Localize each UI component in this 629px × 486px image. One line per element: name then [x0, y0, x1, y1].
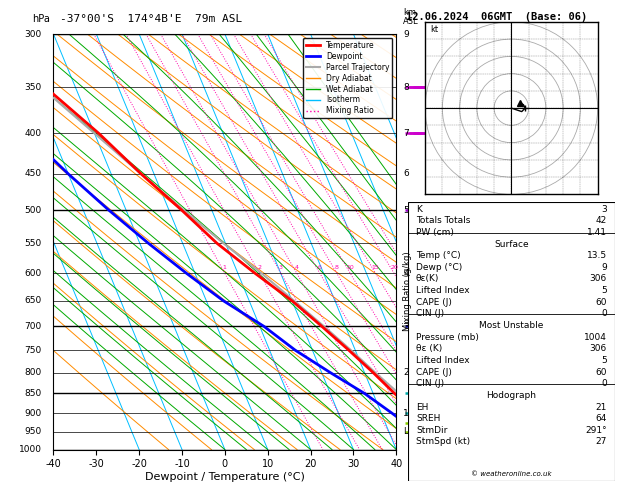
- Text: 450: 450: [25, 170, 42, 178]
- Text: CIN (J): CIN (J): [416, 379, 444, 388]
- Text: 1: 1: [403, 409, 409, 417]
- Text: 42: 42: [596, 216, 607, 225]
- Text: CAPE (J): CAPE (J): [416, 298, 452, 307]
- Text: 3: 3: [403, 322, 409, 331]
- Text: 6: 6: [403, 170, 409, 178]
- Text: 2: 2: [257, 265, 262, 270]
- Text: 20: 20: [390, 265, 398, 270]
- Text: 750: 750: [25, 346, 42, 355]
- Text: 60: 60: [596, 367, 607, 377]
- Text: 64: 64: [596, 414, 607, 423]
- Text: Mixing Ratio (g/kg): Mixing Ratio (g/kg): [403, 252, 412, 331]
- Text: 0: 0: [601, 310, 607, 318]
- Text: Hodograph: Hodograph: [486, 391, 537, 400]
- Text: 12.06.2024  06GMT  (Base: 06): 12.06.2024 06GMT (Base: 06): [406, 12, 587, 22]
- Text: Lifted Index: Lifted Index: [416, 356, 469, 365]
- X-axis label: Dewpoint / Temperature (°C): Dewpoint / Temperature (°C): [145, 472, 305, 482]
- Text: 13.5: 13.5: [587, 251, 607, 260]
- Text: CAPE (J): CAPE (J): [416, 367, 452, 377]
- Text: 1: 1: [223, 265, 226, 270]
- Text: 8: 8: [403, 83, 409, 92]
- Text: 700: 700: [25, 322, 42, 331]
- Text: Temp (°C): Temp (°C): [416, 251, 460, 260]
- Text: StmSpd (kt): StmSpd (kt): [416, 437, 470, 447]
- Text: hPa: hPa: [33, 14, 50, 24]
- Text: 5: 5: [403, 206, 409, 215]
- Text: 900: 900: [25, 409, 42, 417]
- Text: LCL: LCL: [403, 427, 418, 436]
- Text: 306: 306: [589, 344, 607, 353]
- Text: 300: 300: [25, 30, 42, 38]
- Text: 5: 5: [601, 286, 607, 295]
- Text: 850: 850: [25, 389, 42, 398]
- Text: 60: 60: [596, 298, 607, 307]
- Text: 3: 3: [279, 265, 283, 270]
- Text: 21: 21: [596, 402, 607, 412]
- Text: 2: 2: [403, 368, 409, 377]
- Text: θε(K): θε(K): [416, 275, 439, 283]
- Text: StmDir: StmDir: [416, 426, 447, 435]
- Text: 8: 8: [335, 265, 338, 270]
- Text: 500: 500: [25, 206, 42, 215]
- Text: 9: 9: [601, 263, 607, 272]
- Text: km
ASL: km ASL: [403, 8, 419, 26]
- Text: 4: 4: [295, 265, 299, 270]
- Text: 6: 6: [318, 265, 321, 270]
- Text: 7: 7: [403, 129, 409, 138]
- Text: 306: 306: [589, 275, 607, 283]
- Text: 1.41: 1.41: [587, 228, 607, 237]
- Text: 1004: 1004: [584, 333, 607, 342]
- Text: 5: 5: [601, 356, 607, 365]
- Text: PW (cm): PW (cm): [416, 228, 454, 237]
- Text: 600: 600: [25, 269, 42, 278]
- Text: 650: 650: [25, 296, 42, 305]
- Text: 0: 0: [601, 379, 607, 388]
- Text: Totals Totals: Totals Totals: [416, 216, 470, 225]
- Text: 9: 9: [403, 30, 409, 38]
- Text: 4: 4: [403, 269, 409, 278]
- Text: Dewp (°C): Dewp (°C): [416, 263, 462, 272]
- Text: © weatheronline.co.uk: © weatheronline.co.uk: [471, 471, 552, 477]
- Text: 350: 350: [25, 83, 42, 92]
- Text: 291°: 291°: [585, 426, 607, 435]
- Text: 27: 27: [596, 437, 607, 447]
- Text: Most Unstable: Most Unstable: [479, 321, 543, 330]
- Text: 15: 15: [372, 265, 379, 270]
- Text: Pressure (mb): Pressure (mb): [416, 333, 479, 342]
- Text: CIN (J): CIN (J): [416, 310, 444, 318]
- Text: kt: kt: [430, 25, 438, 34]
- Text: SREH: SREH: [416, 414, 440, 423]
- Text: 400: 400: [25, 129, 42, 138]
- Text: 1000: 1000: [18, 445, 42, 454]
- Text: θε (K): θε (K): [416, 344, 442, 353]
- Text: 10: 10: [347, 265, 354, 270]
- Legend: Temperature, Dewpoint, Parcel Trajectory, Dry Adiabat, Wet Adiabat, Isotherm, Mi: Temperature, Dewpoint, Parcel Trajectory…: [303, 38, 392, 119]
- Text: EH: EH: [416, 402, 428, 412]
- Text: Surface: Surface: [494, 240, 529, 248]
- Text: 550: 550: [25, 239, 42, 248]
- Text: 3: 3: [601, 205, 607, 214]
- Text: 800: 800: [25, 368, 42, 377]
- Text: Lifted Index: Lifted Index: [416, 286, 469, 295]
- Text: -37°00'S  174°4B'E  79m ASL: -37°00'S 174°4B'E 79m ASL: [60, 14, 243, 24]
- Text: 950: 950: [25, 427, 42, 436]
- Text: K: K: [416, 205, 422, 214]
